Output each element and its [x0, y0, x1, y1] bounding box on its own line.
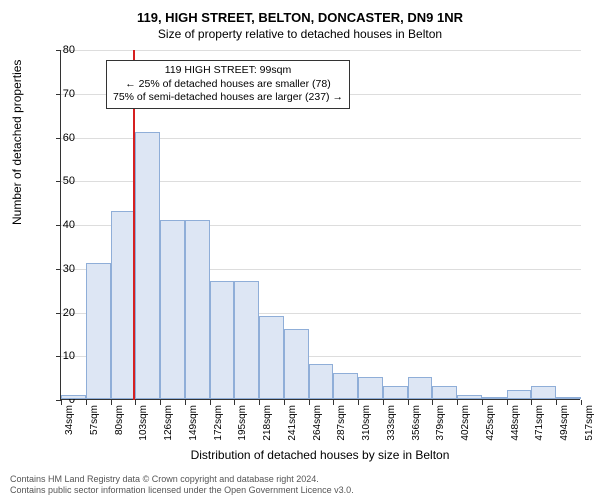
histogram-bar [135, 132, 160, 399]
xtick-mark [581, 400, 582, 405]
annotation-box: 119 HIGH STREET: 99sqm← 25% of detached … [106, 60, 350, 109]
xtick-mark [210, 400, 211, 405]
histogram-bar [383, 386, 408, 399]
histogram-bar [531, 386, 556, 399]
xtick-mark [259, 400, 260, 405]
xtick-label: 34sqm [64, 405, 75, 435]
histogram-bar [86, 263, 111, 399]
histogram-bar [185, 220, 210, 399]
xtick-mark [185, 400, 186, 405]
ytick-label: 10 [45, 350, 75, 362]
histogram-bar [482, 397, 507, 399]
xtick-mark [457, 400, 458, 405]
ytick-label: 80 [45, 44, 75, 56]
histogram-bar [358, 377, 383, 399]
histogram-bar [284, 329, 309, 399]
xtick-mark [333, 400, 334, 405]
annotation-line1: 119 HIGH STREET: 99sqm [113, 64, 343, 78]
ytick-label: 40 [45, 219, 75, 231]
xtick-label: 149sqm [188, 405, 199, 441]
chart-subtitle: Size of property relative to detached ho… [0, 25, 600, 41]
ytick-label: 30 [45, 263, 75, 275]
xtick-mark [482, 400, 483, 405]
histogram-bar [234, 281, 259, 399]
xtick-label: 356sqm [411, 405, 422, 441]
xtick-mark [408, 400, 409, 405]
chart-container: 119, HIGH STREET, BELTON, DONCASTER, DN9… [0, 0, 600, 500]
xtick-mark [135, 400, 136, 405]
xtick-label: 471sqm [534, 405, 545, 441]
annotation-line2: ← 25% of detached houses are smaller (78… [113, 78, 343, 92]
xtick-label: 333sqm [386, 405, 397, 441]
ytick-label: 60 [45, 132, 75, 144]
y-axis-label: Number of detached properties [10, 60, 24, 225]
xtick-label: 310sqm [361, 405, 372, 441]
xtick-label: 425sqm [485, 405, 496, 441]
xtick-label: 494sqm [559, 405, 570, 441]
xtick-label: 517sqm [584, 405, 595, 441]
gridline [61, 50, 581, 51]
ytick-label: 70 [45, 88, 75, 100]
histogram-bar [259, 316, 284, 399]
xtick-label: 402sqm [460, 405, 471, 441]
xtick-mark [556, 400, 557, 405]
footer-line1: Contains HM Land Registry data © Crown c… [10, 474, 590, 485]
xtick-mark [160, 400, 161, 405]
xtick-mark [86, 400, 87, 405]
xtick-mark [432, 400, 433, 405]
histogram-bar [61, 395, 86, 399]
xtick-label: 241sqm [287, 405, 298, 441]
xtick-label: 448sqm [510, 405, 521, 441]
xtick-label: 379sqm [435, 405, 446, 441]
xtick-label: 195sqm [237, 405, 248, 441]
xtick-mark [284, 400, 285, 405]
xtick-label: 126sqm [163, 405, 174, 441]
xtick-label: 103sqm [138, 405, 149, 441]
histogram-bar [432, 386, 457, 399]
xtick-mark [531, 400, 532, 405]
x-axis-label: Distribution of detached houses by size … [60, 448, 580, 462]
histogram-bar [111, 211, 136, 399]
histogram-bar [457, 395, 482, 399]
annotation-line3: 75% of semi-detached houses are larger (… [113, 91, 343, 105]
xtick-label: 80sqm [114, 405, 125, 435]
xtick-label: 218sqm [262, 405, 273, 441]
xtick-label: 57sqm [89, 405, 100, 435]
xtick-mark [111, 400, 112, 405]
ytick-label: 20 [45, 307, 75, 319]
histogram-bar [309, 364, 334, 399]
histogram-bar [160, 220, 185, 399]
xtick-mark [507, 400, 508, 405]
histogram-bar [210, 281, 235, 399]
footer-attribution: Contains HM Land Registry data © Crown c… [10, 474, 590, 496]
xtick-label: 287sqm [336, 405, 347, 441]
histogram-bar [507, 390, 532, 399]
histogram-bar [333, 373, 358, 399]
xtick-mark [358, 400, 359, 405]
footer-line2: Contains public sector information licen… [10, 485, 590, 496]
xtick-mark [234, 400, 235, 405]
xtick-mark [309, 400, 310, 405]
plot-area: 34sqm57sqm80sqm103sqm126sqm149sqm172sqm1… [60, 50, 580, 400]
histogram-bar [556, 397, 581, 399]
chart-title: 119, HIGH STREET, BELTON, DONCASTER, DN9… [0, 0, 600, 25]
plot-frame: 34sqm57sqm80sqm103sqm126sqm149sqm172sqm1… [60, 50, 580, 400]
xtick-mark [383, 400, 384, 405]
xtick-label: 264sqm [312, 405, 323, 441]
xtick-label: 172sqm [213, 405, 224, 441]
histogram-bar [408, 377, 433, 399]
ytick-label: 50 [45, 175, 75, 187]
